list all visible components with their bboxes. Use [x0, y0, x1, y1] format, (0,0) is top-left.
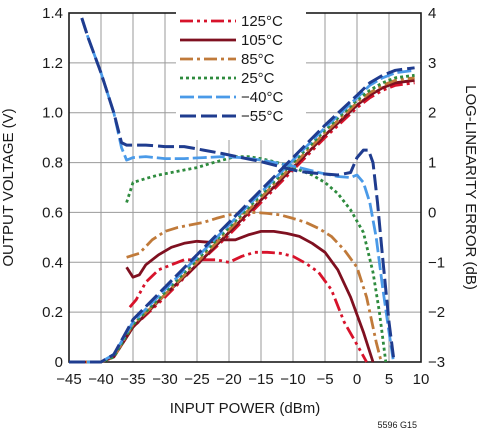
figure-id: 5596 G15 — [377, 420, 417, 430]
series-4-log-linearity-error-line — [125, 155, 388, 363]
legend-label: 105°C — [241, 32, 283, 49]
x-tick-label: −5 — [316, 371, 333, 388]
x-tick-label: −10 — [280, 371, 305, 388]
series-4-output-voltage-line — [69, 73, 415, 364]
x-tick-label: −35 — [120, 371, 145, 388]
legend-label: 25°C — [241, 70, 275, 87]
y-left-tick-label: 1.2 — [42, 55, 63, 72]
y-right-tick-label: −1 — [428, 254, 445, 271]
series-1-log-linearity-error-line — [128, 250, 368, 363]
series-2-log-linearity-error-line — [125, 229, 375, 363]
x-tick-label: −25 — [184, 371, 209, 388]
y-right-tick-label: −3 — [428, 354, 445, 371]
x-tick-label: 0 — [353, 371, 361, 388]
y-right-tick-labels: −3 −2 −1 0 1 2 3 4 — [428, 5, 445, 371]
y-right-tick-label: 3 — [428, 55, 436, 72]
y-left-tick-labels: 0 0.2 0.4 0.6 0.8 1.0 1.2 1.4 — [42, 5, 63, 371]
x-tick-label: −40 — [88, 371, 113, 388]
y-left-tick-label: 0.8 — [42, 155, 63, 172]
x-tick-label: −20 — [216, 371, 241, 388]
y-left-tick-label: 1.0 — [42, 105, 63, 122]
x-axis-label: INPUT POWER (dBm) — [170, 400, 321, 417]
y-right-tick-label: 0 — [428, 204, 436, 221]
x-tick-label: 10 — [413, 371, 430, 388]
y-left-tick-label: 0.4 — [42, 254, 63, 271]
legend-label: −55°C — [241, 108, 283, 125]
x-tick-label: −30 — [152, 371, 177, 388]
y-right-tick-label: 1 — [428, 155, 436, 172]
series-3-log-linearity-error-line — [126, 210, 383, 363]
y-left-tick-label: 0 — [55, 354, 63, 371]
y-left-tick-label: 0.2 — [42, 304, 63, 321]
x-tick-labels: −45 −40 −35 −30 −25 −20 −15 −10 −5 0 5 10 — [56, 371, 429, 388]
series-6-log-linearity-error-line — [80, 17, 396, 363]
y-right-tick-label: 2 — [428, 105, 436, 122]
legend-label: 125°C — [241, 13, 283, 30]
legend: 125°C 105°C 85°C 25°C −40°C −55°C — [176, 10, 306, 140]
legend-label: 85°C — [241, 51, 275, 68]
series-6-output-voltage-line — [69, 66, 415, 364]
y-right-tick-label: −2 — [428, 304, 445, 321]
y-left-tick-label: 0.6 — [42, 204, 63, 221]
legend-label: −40°C — [241, 89, 283, 106]
y-left-tick-label: 1.4 — [42, 5, 63, 22]
y-left-axis-label: OUTPUT VOLTAGE (V) — [0, 108, 17, 266]
series-5-output-voltage-line — [69, 68, 415, 364]
legend-background — [176, 10, 306, 140]
series-layer — [69, 17, 415, 364]
y-right-axis-label: LOG-LINEARITY ERROR (dB) — [462, 85, 479, 290]
y-right-tick-label: 4 — [428, 5, 436, 22]
x-tick-label: −15 — [248, 371, 273, 388]
x-tick-label: 5 — [385, 371, 393, 388]
x-tick-label: −45 — [56, 371, 81, 388]
